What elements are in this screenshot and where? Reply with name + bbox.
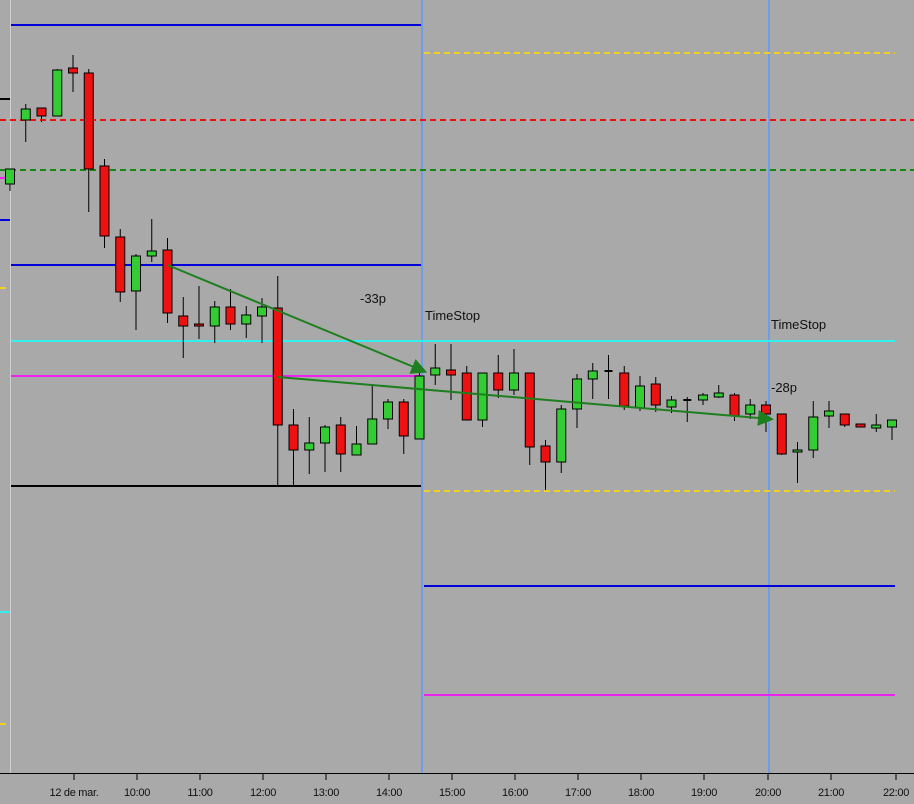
x-tick-label: 22:00 [882, 787, 910, 799]
candle-bear [83, 72, 94, 170]
x-tick-label: 17:00 [564, 787, 592, 799]
x-tick-label: 12 de mar. [49, 787, 99, 799]
candle-bull [367, 418, 378, 445]
candle-bear [99, 165, 110, 237]
candle-bull [5, 168, 15, 185]
candle-bull [587, 370, 598, 380]
candle-bear [461, 372, 472, 421]
candle-bear [839, 413, 850, 426]
exit-label-2: TimeStop [771, 317, 827, 332]
x-tick-label: 11:00 [187, 787, 213, 799]
candle-bear [194, 323, 204, 327]
candle-bear [162, 249, 173, 314]
candle-bull [666, 399, 677, 408]
candle-bull [556, 408, 567, 463]
candle-bear [335, 424, 346, 455]
candle-bear [650, 383, 661, 406]
x-tick-label: 13:00 [312, 787, 340, 799]
candle-bear [36, 107, 47, 117]
trade-arrow-1 [167, 264, 428, 374]
candle-bull [320, 426, 330, 444]
candle-bull [745, 404, 756, 415]
x-tick-label: 10:00 [123, 787, 151, 799]
candle-bear [178, 315, 189, 327]
candle-bull [824, 410, 834, 417]
candle-bull [351, 443, 362, 456]
candle-bull [635, 385, 645, 409]
candle-bear [855, 423, 866, 428]
candle-bull [792, 449, 803, 453]
x-tick-label: 19:00 [690, 787, 718, 799]
candle-bull [871, 424, 882, 429]
x-tick-label: 20:00 [754, 787, 782, 799]
candle-bear [272, 307, 283, 426]
candle-bull [414, 375, 425, 440]
candle-bear [115, 236, 126, 293]
candle-bull [146, 250, 157, 257]
x-tick-label: 16:00 [501, 787, 529, 799]
x-tick-label: 18:00 [627, 787, 655, 799]
candle-bull [713, 392, 724, 398]
candle-bull [52, 69, 63, 117]
trade-arrow-2 [277, 376, 774, 426]
candle-bear [524, 372, 535, 448]
candle-bull [20, 108, 31, 121]
trade-result-label-1: -33p [360, 291, 387, 306]
candle-bull [257, 306, 267, 317]
candle-bear [68, 67, 78, 74]
candle-bull [209, 306, 220, 327]
candle-bear [540, 445, 551, 463]
candle-bear [729, 394, 740, 417]
candle-bear [225, 306, 236, 325]
candle-bull [509, 372, 519, 391]
candle-bull [477, 372, 488, 421]
candle-bull [304, 442, 315, 451]
x-tick-label: 14:00 [375, 787, 403, 799]
candle-bear [619, 372, 630, 407]
x-tick-label: 21:00 [817, 787, 845, 799]
candle-bull [131, 255, 141, 292]
x-tick-label: 15:00 [438, 787, 466, 799]
candle-bull [241, 314, 252, 325]
candle-bull [572, 378, 582, 410]
candle-bull [808, 416, 819, 451]
x-tick-label: 12:00 [249, 787, 277, 799]
candle-bear [776, 413, 787, 455]
candle-bear [493, 372, 504, 391]
exit-label-1: TimeStop [425, 308, 481, 323]
candle-bear [761, 404, 771, 415]
candle-bear [288, 424, 299, 451]
candle-bear [446, 369, 456, 376]
candle-bull [430, 367, 441, 376]
candle-bear [398, 401, 409, 437]
candle-bull [698, 394, 708, 401]
candle-bull [383, 401, 393, 420]
trade-result-label-2: -28p [771, 380, 798, 395]
candle-bull [887, 419, 897, 428]
